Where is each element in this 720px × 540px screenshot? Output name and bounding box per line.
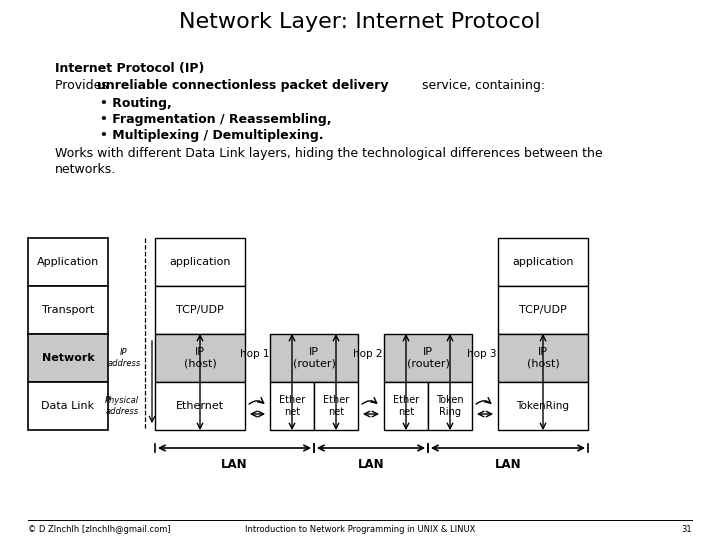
Text: Transport: Transport [42, 305, 94, 315]
Text: unreliable connectionless packet delivery: unreliable connectionless packet deliver… [97, 79, 389, 92]
Text: TokenRing: TokenRing [516, 401, 570, 411]
Bar [270, 382, 314, 430]
Bar [28, 334, 108, 382]
Bar [155, 382, 245, 430]
Text: IP
(host): IP (host) [526, 347, 559, 369]
Text: Ether
net: Ether net [323, 395, 349, 417]
Bar [498, 238, 588, 286]
Text: application: application [512, 257, 574, 267]
Bar [384, 382, 428, 430]
Text: Ethernet: Ethernet [176, 401, 224, 411]
Text: TCP/UDP: TCP/UDP [519, 305, 567, 315]
Text: • Routing,: • Routing, [100, 97, 172, 110]
Bar [498, 334, 588, 382]
Text: Application: Application [37, 257, 99, 267]
Bar [498, 286, 588, 334]
Text: IP
(router): IP (router) [407, 347, 449, 369]
Text: • Fragmentation / Reassembling,: • Fragmentation / Reassembling, [100, 113, 331, 126]
Text: Data Link: Data Link [42, 401, 94, 411]
Bar [428, 382, 472, 430]
Text: hop 1: hop 1 [240, 349, 270, 359]
Text: Network Layer: Internet Protocol: Network Layer: Internet Protocol [179, 12, 541, 32]
Text: Network: Network [42, 353, 94, 363]
Text: Works with different Data Link layers, hiding the technological differences betw: Works with different Data Link layers, h… [55, 147, 603, 160]
Text: © D Zlnchlh [zlnchlh@gmail.com]: © D Zlnchlh [zlnchlh@gmail.com] [28, 525, 171, 535]
Text: hop 2: hop 2 [354, 349, 383, 359]
Bar [384, 334, 472, 382]
Text: TCP/UDP: TCP/UDP [176, 305, 224, 315]
Text: application: application [169, 257, 230, 267]
Bar [314, 382, 358, 430]
Bar [155, 238, 245, 286]
Bar [155, 286, 245, 334]
Text: service, containing:: service, containing: [418, 79, 545, 92]
Text: networks.: networks. [55, 163, 116, 176]
Bar [155, 334, 245, 382]
Text: Ether
net: Ether net [393, 395, 419, 417]
Bar [270, 334, 358, 382]
Text: Introduction to Network Programming in UNIX & LINUX: Introduction to Network Programming in U… [245, 525, 475, 535]
Text: Token
Ring: Token Ring [436, 395, 464, 417]
Text: LAN: LAN [221, 457, 248, 470]
Text: • Multiplexing / Demultiplexing.: • Multiplexing / Demultiplexing. [100, 129, 323, 142]
Text: IP
address: IP address [107, 348, 140, 368]
Text: Internet Protocol (IP): Internet Protocol (IP) [55, 62, 204, 75]
Text: Physical
address: Physical address [105, 396, 139, 416]
Bar [498, 382, 588, 430]
Text: IP
(host): IP (host) [184, 347, 217, 369]
Text: Ether
net: Ether net [279, 395, 305, 417]
Text: LAN: LAN [358, 457, 384, 470]
Bar [28, 382, 108, 430]
Text: hop 3: hop 3 [467, 349, 497, 359]
Text: IP
(router): IP (router) [292, 347, 336, 369]
Text: Provides: Provides [55, 79, 112, 92]
Text: LAN: LAN [495, 457, 521, 470]
Bar [28, 286, 108, 334]
Text: 31: 31 [681, 525, 692, 535]
Bar [28, 238, 108, 286]
